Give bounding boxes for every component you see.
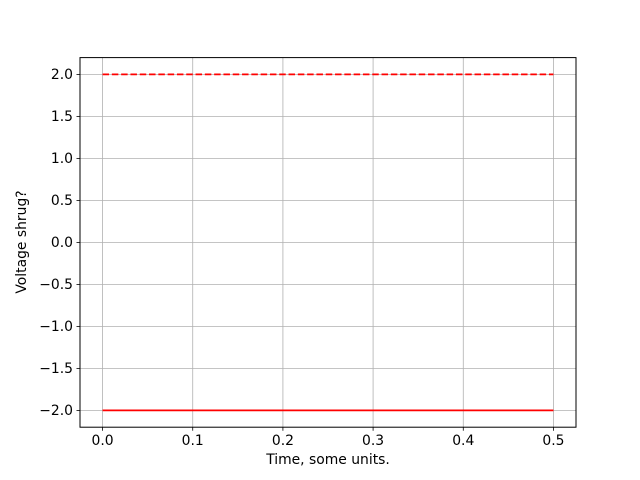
x-tick-label: 0.4 xyxy=(452,433,474,449)
y-tick-label: −0.5 xyxy=(39,277,73,293)
y-axis-label: Voltage shrug? xyxy=(14,190,30,294)
x-tick-label: 0.2 xyxy=(272,433,294,449)
x-axis-label: Time, some units. xyxy=(266,452,390,468)
y-tick-label: −1.0 xyxy=(39,319,73,335)
y-tick-label: 1.0 xyxy=(51,151,73,167)
x-tick-label: 0.3 xyxy=(362,433,384,449)
y-tick-label: −2.0 xyxy=(39,403,73,419)
y-tick-label: 0.0 xyxy=(51,235,73,251)
y-tick-label: 0.5 xyxy=(51,193,73,209)
axes-spines xyxy=(79,57,577,428)
y-tick-label: 1.5 xyxy=(51,109,73,125)
y-tick-label: −1.5 xyxy=(39,361,73,377)
x-tick-label: 0.1 xyxy=(182,433,204,449)
y-tick-label: 2.0 xyxy=(51,67,73,83)
x-tick-label: 0.5 xyxy=(542,433,564,449)
x-tick-label: 0.0 xyxy=(91,433,113,449)
